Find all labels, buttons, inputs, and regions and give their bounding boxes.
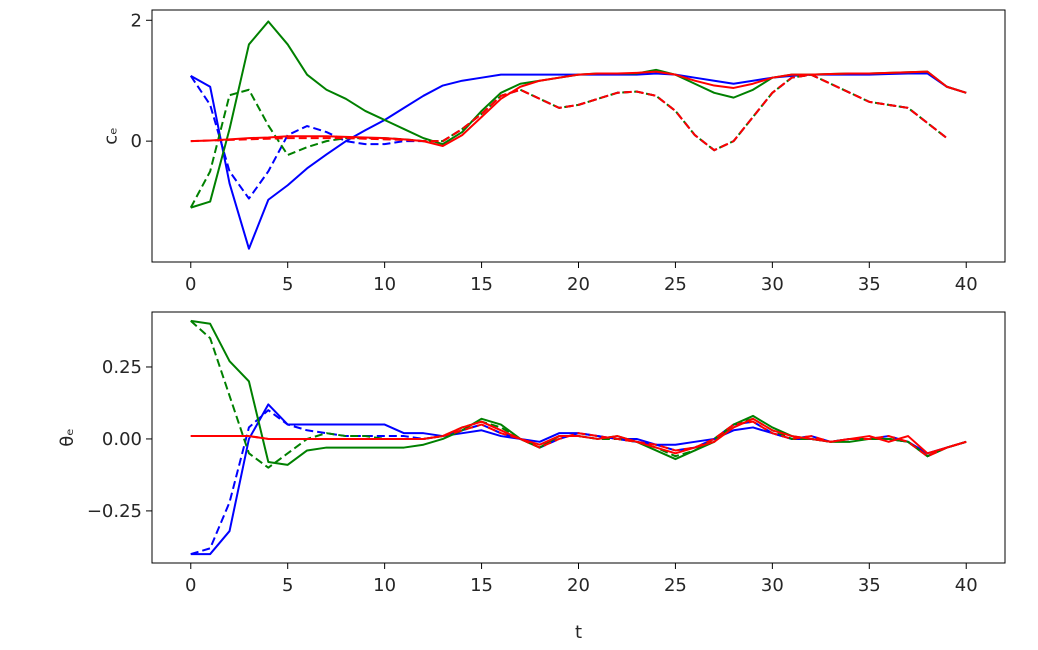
x-tick-label: 40 bbox=[955, 274, 978, 295]
x-tick-label: 15 bbox=[470, 274, 493, 295]
x-tick-label: 10 bbox=[373, 575, 396, 596]
data-line bbox=[190, 319, 967, 466]
plot-area bbox=[190, 319, 967, 556]
y-tick-label: 0 bbox=[131, 131, 142, 152]
data-line bbox=[190, 320, 967, 469]
x-tick-label: 35 bbox=[858, 274, 881, 295]
x-tick-label: 5 bbox=[282, 575, 293, 596]
x-tick-label: 30 bbox=[761, 575, 784, 596]
y-tick-label: 0.25 bbox=[102, 357, 142, 378]
data-line bbox=[190, 409, 967, 556]
x-tick-label: 5 bbox=[282, 274, 293, 295]
data-line bbox=[190, 73, 948, 152]
data-line bbox=[190, 403, 967, 556]
y-axis-label: θₑ bbox=[57, 428, 78, 447]
y-axis-label: cₑ bbox=[101, 127, 122, 144]
x-tick-label: 20 bbox=[567, 575, 590, 596]
plot-area bbox=[189, 20, 967, 250]
x-tick-label: 25 bbox=[664, 274, 687, 295]
data-line bbox=[189, 73, 948, 209]
x-tick-label: 0 bbox=[185, 274, 196, 295]
y-tick-label: −0.25 bbox=[87, 501, 142, 522]
data-line bbox=[190, 20, 967, 209]
y-tick-label: 2 bbox=[131, 10, 142, 31]
data-line bbox=[190, 420, 967, 458]
x-tick-label: 20 bbox=[567, 274, 590, 295]
data-line bbox=[190, 417, 967, 455]
x-tick-label: 40 bbox=[955, 575, 978, 596]
data-line bbox=[190, 72, 967, 250]
x-tick-label: 25 bbox=[664, 575, 687, 596]
x-tick-label: 15 bbox=[470, 575, 493, 596]
x-tick-label: 0 bbox=[185, 575, 196, 596]
y-tick-label: 0.00 bbox=[102, 429, 142, 450]
x-tick-label: 35 bbox=[858, 575, 881, 596]
x-axis-label: t bbox=[575, 622, 582, 643]
data-line bbox=[190, 70, 967, 147]
x-tick-label: 10 bbox=[373, 274, 396, 295]
x-tick-label: 30 bbox=[761, 274, 784, 295]
